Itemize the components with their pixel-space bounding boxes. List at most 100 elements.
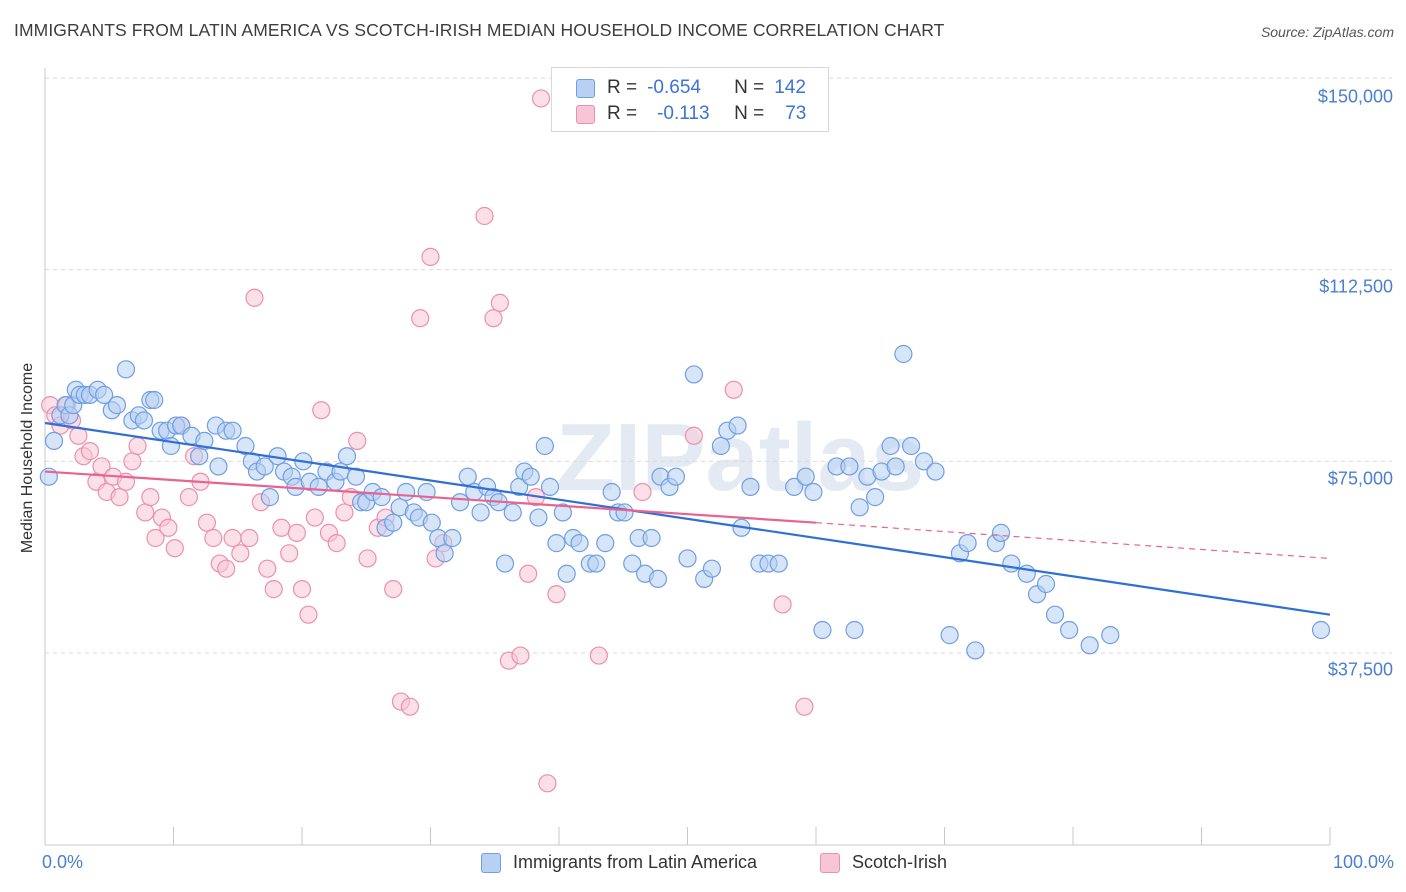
scotch-irish-point [245,288,264,307]
legend-swatch-blue [481,852,501,873]
scotch-irish-point [292,580,312,599]
scotch-irish-point [197,513,217,532]
latin-america-point [804,482,823,502]
axes [44,68,1331,846]
legend-swatch-pink [820,852,840,873]
latin-america-point [145,390,164,410]
scotch-irish-point [531,89,551,108]
latin-america-point [866,488,885,507]
latin-america-point [443,528,462,548]
latin-america-point [850,498,869,517]
latin-america-point [209,457,228,476]
legend-swatch-pink [576,104,595,124]
latin-america-trendline [44,421,1331,616]
latin-america-point [309,477,328,496]
source-label: Source: ZipAtlas.com [1260,24,1394,40]
legend-swatch-blue [576,78,595,98]
latin-america-point [1002,554,1021,573]
latin-america-point [372,488,391,507]
r-label: R = [607,77,638,98]
scotch-irish-point [223,528,242,548]
scotch-irish-point [411,309,430,328]
legend-label: Immigrants from Latin America [513,852,758,872]
scotch-irish-point [305,508,324,527]
scotch-irish-point [165,539,184,558]
latin-america-point [769,554,788,573]
scotch-irish-trendline-extension [815,522,1331,560]
latin-america-point [886,457,905,476]
scotch-irish-point [421,247,440,266]
scotch-irish-point [384,580,403,599]
latin-america-point [223,421,242,440]
latin-america-point [813,620,832,640]
scotch-irish-point [280,544,299,563]
scotch-irish-point [475,206,494,226]
latin-america-point [107,396,127,415]
legend-item-scotch-irish[interactable]: Scotch-Irish [820,852,947,873]
scotch-irish-point [240,528,259,548]
latin-america-point [337,447,357,466]
latin-america-point [44,431,64,450]
scotch-irish-point [141,488,160,507]
latin-america-point [958,534,977,553]
latin-america-point [547,534,566,553]
scotch-irish-point [335,503,354,522]
latin-america-point [450,493,470,512]
scotch-irish-point [123,452,142,471]
legend-item-latin-america[interactable]: Immigrants from Latin America [481,852,757,873]
latin-america-point [926,462,945,481]
latin-america-point [728,416,747,435]
latin-america-point [384,513,403,532]
scotch-irish-point [684,426,704,445]
scotch-irish-point [519,564,538,583]
trendlines [44,421,1331,616]
latin-america-point [236,436,255,456]
latin-america-points [39,344,1331,660]
scotch-irish-point [159,518,178,537]
latin-america-point [495,554,515,573]
scotch-irish-point [80,442,100,461]
latin-america-point [991,523,1011,542]
scotch-irish-point [128,436,147,456]
scotch-irish-point [327,534,346,553]
scotch-irish-point [484,309,503,328]
latin-america-point [596,534,615,553]
latin-america-point [535,436,554,456]
r-value: -0.113 [657,103,710,124]
latin-america-point [666,467,686,486]
scotch-irish-point [299,605,318,624]
x-tick-label-min: 0.0% [42,852,84,872]
scotch-irish-point [724,380,743,399]
latin-america-point [553,503,572,522]
chart-title: IMMIGRANTS FROM LATIN AMERICA VS SCOTCH-… [14,20,945,40]
latin-america-point [1045,605,1065,624]
latin-america-point [914,452,934,471]
latin-america-point [881,436,900,456]
latin-america-point [684,365,704,384]
latin-america-point [346,467,366,486]
latin-america-point [570,534,589,553]
latin-america-point [529,508,548,527]
scotch-irish-point [547,585,566,604]
latin-america-point [255,457,274,476]
latin-america-point [95,385,114,404]
scotch-irish-point [773,595,792,614]
latin-america-point [678,549,697,568]
latin-america-point [623,554,642,573]
y-tick-label: $75,000 [1327,468,1393,489]
scotch-irish-point [490,293,509,312]
r-label: R = [607,103,638,124]
latin-america-point [1036,574,1056,594]
latin-america-point [471,503,490,522]
y-axis-label: Median Household Income [19,362,36,554]
latin-america-point [602,482,621,502]
scotch-irish-point [589,646,608,665]
y-tick-label: $150,000 [1317,86,1393,107]
stats-legend: R = -0.654 N = 142 R = -0.113 N = 73 [551,67,829,132]
latin-america-point [702,559,722,578]
latin-america-point [134,411,154,430]
latin-america-point [845,620,864,640]
legend-label: Scotch-Irish [852,852,948,872]
n-value: 73 [785,103,807,124]
